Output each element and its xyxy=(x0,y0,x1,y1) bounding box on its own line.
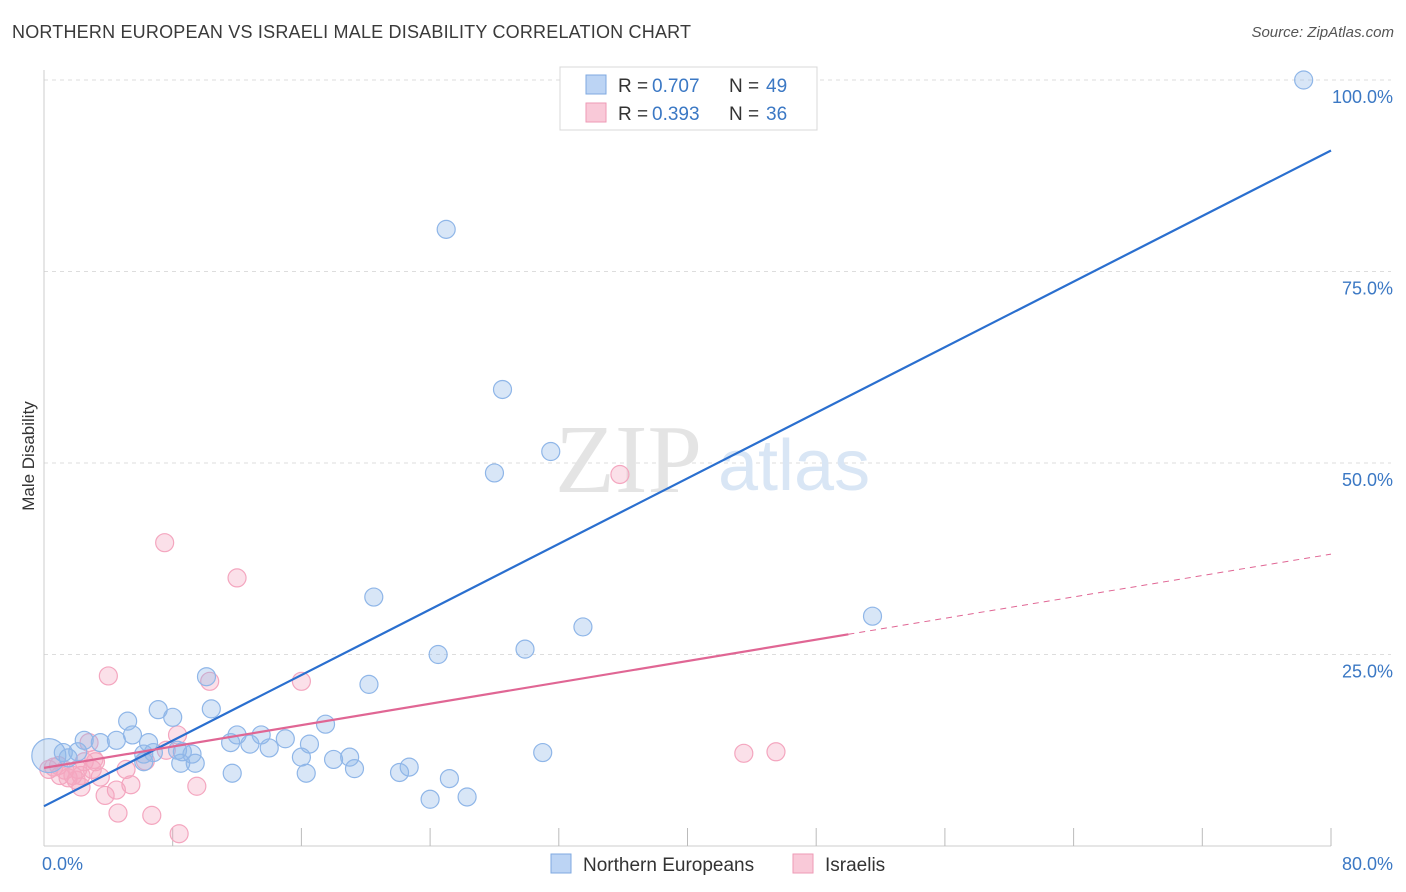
watermark-atlas: atlas xyxy=(718,426,870,506)
northern-europeans-point xyxy=(428,644,448,665)
northern-europeans-point xyxy=(222,763,242,783)
y-axis-tick-labels: 25.0% 50.0% 75.0% 100.0% xyxy=(1332,87,1393,682)
northern-europeans-point xyxy=(399,757,419,777)
legend-n-value-pink: 36 xyxy=(766,104,787,125)
northern-europeans-point xyxy=(291,747,311,767)
israelis-points xyxy=(39,464,786,844)
bottom-legend-israelis: Israelis xyxy=(825,855,885,876)
northern-europeans-point xyxy=(172,742,192,762)
northern-europeans-point xyxy=(492,379,513,400)
northern-europeans-point xyxy=(533,742,553,763)
legend-n-label-pink: N = xyxy=(729,104,759,125)
correlation-legend: R = 0.707 N = 49 R = 0.393 N = 36 xyxy=(559,66,818,131)
northern-europeans-point xyxy=(122,725,143,745)
israelis-point xyxy=(106,780,126,800)
northern-europeans-point xyxy=(259,738,279,758)
israelis-point xyxy=(766,742,786,762)
legend-r-label-blue: R = xyxy=(618,76,648,97)
israelis-point xyxy=(108,803,128,823)
northern-europeans-point xyxy=(275,729,295,749)
watermark-zip: ZIP xyxy=(555,406,702,514)
northern-europeans-point xyxy=(420,789,440,809)
trendlines xyxy=(43,149,1332,808)
northern-europeans-point xyxy=(323,749,344,770)
israelis-trendline xyxy=(43,633,849,769)
northern-europeans-point xyxy=(31,738,67,774)
watermark: ZIP atlas xyxy=(555,406,870,514)
israelis-point xyxy=(98,666,118,686)
legend-n-label-blue: N = xyxy=(729,76,759,97)
northern-europeans-point xyxy=(106,730,126,750)
bottom-legend-swatch-blue xyxy=(550,853,572,874)
y-tick-label: 25.0% xyxy=(1342,662,1393,682)
northern-europeans-point xyxy=(484,463,505,483)
legend-swatch-blue xyxy=(585,74,607,95)
northern-europeans-point xyxy=(862,606,883,626)
northern-europeans-point xyxy=(436,219,456,239)
legend-n-value-blue: 49 xyxy=(766,76,787,97)
northern-europeans-point xyxy=(296,763,316,783)
x-tick-label: 80.0% xyxy=(1342,854,1393,874)
series-legend: Northern Europeans Israelis xyxy=(550,853,885,876)
bottom-legend-swatch-pink xyxy=(792,853,814,874)
israelis-point xyxy=(169,824,189,844)
northern-europeans-point xyxy=(541,441,561,462)
israelis-point xyxy=(142,805,162,825)
x-axis-tick-labels: 0.0% 80.0% xyxy=(42,854,1393,874)
israelis-point xyxy=(734,743,754,763)
legend-swatch-pink xyxy=(585,102,607,123)
source-credit: Source: ZipAtlas.com xyxy=(1251,24,1394,41)
chart-title: NORTHERN EUROPEAN VS ISRAELI MALE DISABI… xyxy=(12,22,692,42)
northern-europeans-point xyxy=(201,699,221,719)
x-tick-label: 0.0% xyxy=(42,854,83,874)
northern-europeans-trendline xyxy=(43,149,1332,808)
northern-europeans-point xyxy=(359,674,379,694)
northern-europeans-point xyxy=(1294,70,1314,90)
bottom-legend-northern-europeans: Northern Europeans xyxy=(583,855,754,876)
northern-europeans-point xyxy=(439,768,460,789)
y-tick-label: 50.0% xyxy=(1342,470,1393,490)
northern-europeans-point xyxy=(515,639,535,659)
israelis-point xyxy=(227,568,247,588)
northern-europeans-point xyxy=(315,714,336,734)
northern-europeans-point xyxy=(163,707,183,727)
northern-europeans-point xyxy=(344,759,365,779)
northern-europeans-point xyxy=(185,753,205,773)
northern-europeans-point xyxy=(68,742,88,762)
northern-europeans-point xyxy=(90,732,110,753)
israelis-point xyxy=(155,533,175,553)
israelis-point xyxy=(95,785,115,806)
legend-r-value-blue: 0.707 xyxy=(652,76,700,97)
northern-europeans-point xyxy=(389,762,410,783)
israelis-point xyxy=(121,775,141,795)
israelis-trendline-extension xyxy=(848,553,1332,635)
northern-europeans-point xyxy=(573,617,593,637)
northern-europeans-point xyxy=(364,587,384,607)
israelis-point xyxy=(610,464,630,485)
gridlines xyxy=(44,79,1391,655)
israelis-point xyxy=(187,776,207,796)
legend-r-label-pink: R = xyxy=(618,104,648,125)
x-axis-ticks xyxy=(172,828,1332,846)
northern-europeans-point xyxy=(457,787,477,807)
y-tick-label: 100.0% xyxy=(1332,87,1393,107)
northern-europeans-point xyxy=(340,747,360,767)
northern-europeans-points xyxy=(31,70,1314,809)
legend-r-value-pink: 0.393 xyxy=(652,104,700,125)
northern-europeans-point xyxy=(196,667,217,687)
northern-europeans-point xyxy=(74,730,94,750)
y-axis-title: Male Disability xyxy=(19,401,38,511)
y-tick-label: 75.0% xyxy=(1342,279,1393,299)
